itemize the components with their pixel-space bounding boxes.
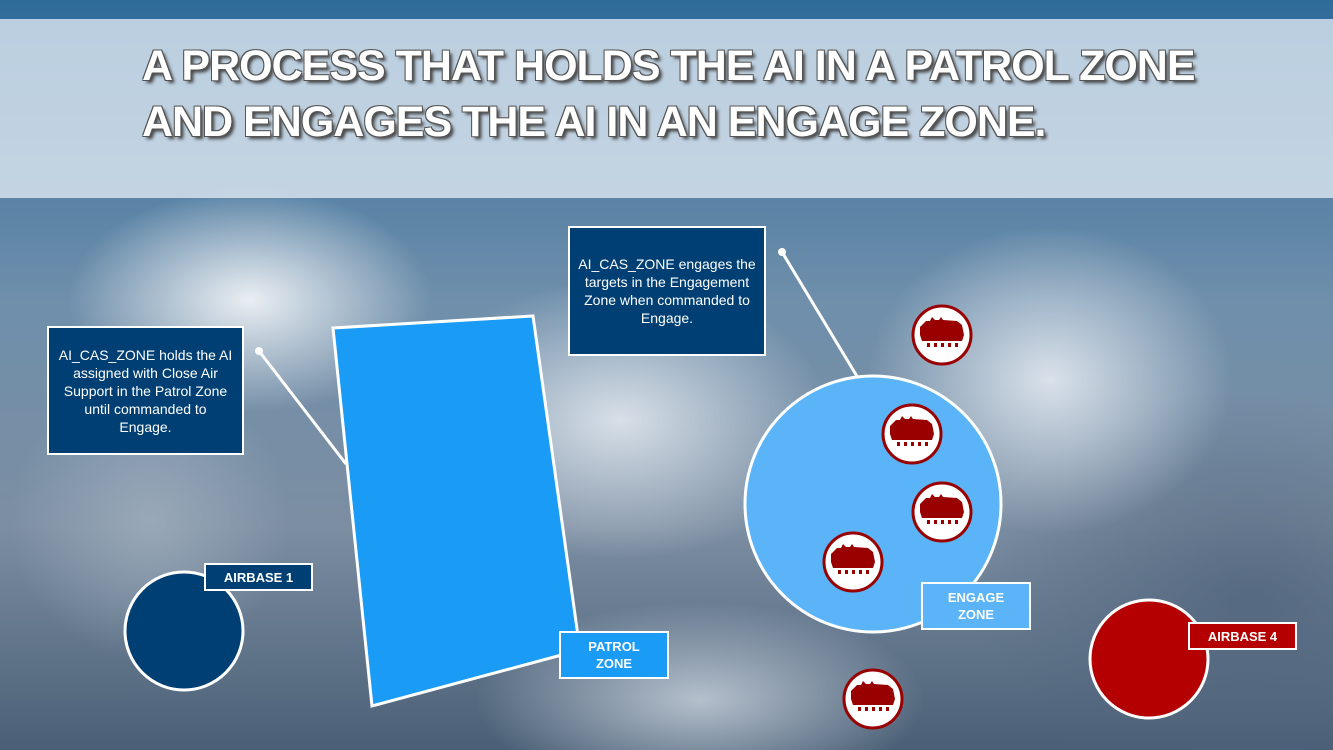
engage-leader-line: [780, 251, 860, 379]
engage-zone-label: ENGAGE ZONE: [921, 582, 1031, 630]
armored-vehicle-icon: [842, 668, 904, 730]
title-banner: [0, 19, 1333, 198]
leader-dot: [778, 248, 786, 256]
armored-vehicle-icon: [911, 304, 973, 366]
patrol-leader-line: [257, 350, 348, 465]
armored-vehicle-icon: [881, 403, 943, 465]
leader-dot: [255, 347, 263, 355]
airbase-1-circle: [123, 570, 245, 692]
engage-callout: AI_CAS_ZONE engages the targets in the E…: [568, 226, 766, 356]
armored-vehicle-icon: [822, 531, 884, 593]
airbase-4-label: AIRBASE 4: [1188, 622, 1297, 650]
slide-title: A PROCESS THAT HOLDS THE AI IN A PATROL …: [142, 42, 1196, 146]
patrol-zone-label: PATROL ZONE: [559, 631, 669, 679]
airbase-4-circle: [1088, 598, 1210, 720]
patrol-zone-shape: [331, 314, 582, 708]
patrol-callout: AI_CAS_ZONE holds the AI assigned with C…: [47, 326, 244, 455]
airbase-1-label: AIRBASE 1: [204, 563, 313, 591]
armored-vehicle-icon: [911, 481, 973, 543]
